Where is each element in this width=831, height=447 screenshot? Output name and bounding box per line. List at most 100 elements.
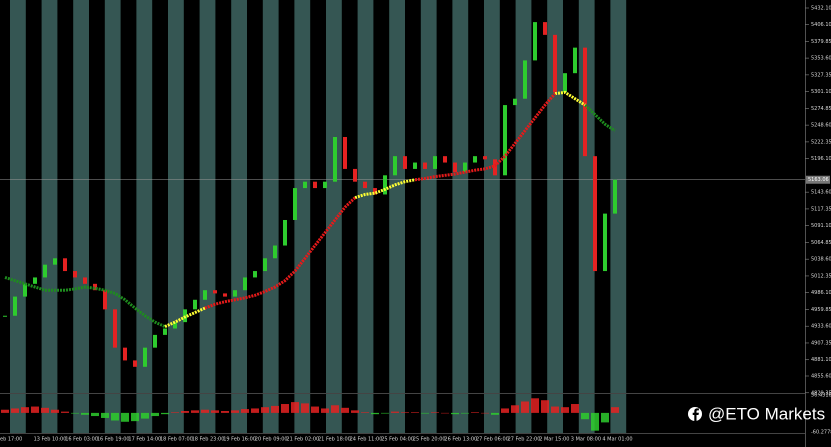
session-band [104, 0, 121, 393]
candle-body [343, 137, 347, 169]
candle-body [113, 309, 117, 348]
y-tick-label: 5301.10 [811, 89, 831, 95]
candle-body [13, 296, 17, 316]
y-tick-label: 5274.85 [811, 106, 831, 112]
session-band [357, 394, 374, 433]
moving-average [164, 306, 206, 328]
session-band [515, 0, 532, 393]
session-band [326, 0, 342, 393]
indicator-bar [601, 412, 609, 423]
y-tick-label: 5038.60 [811, 257, 831, 263]
indicator-bar [81, 412, 89, 415]
indicator-bar [331, 405, 339, 413]
y-tick-label: 4881.10 [811, 357, 831, 363]
candle-body [63, 258, 67, 272]
candle-body [613, 179, 617, 214]
x-tick-label: 18 Feb 07:00 [160, 437, 193, 443]
session-band [294, 394, 311, 433]
candle-body [43, 264, 47, 278]
moving-average [414, 92, 557, 182]
y-tick-label: 5353.60 [811, 56, 831, 62]
x-tick-label: 18 Feb 23:00 [192, 437, 225, 443]
indicator-bar [231, 410, 239, 413]
candle-body [353, 168, 357, 182]
indicator-bar [351, 410, 359, 413]
candle-body [533, 22, 537, 61]
indicator-bar [271, 405, 279, 413]
session-band [389, 394, 405, 433]
candle-body [133, 360, 137, 367]
indicator-bar [221, 410, 229, 413]
indicator-bar [551, 406, 559, 413]
candle-body [413, 162, 417, 169]
session-band [326, 394, 342, 433]
y-tick-label: 5248.60 [811, 123, 831, 129]
candle-body [433, 156, 437, 169]
session-band [231, 394, 247, 433]
indicator-bar [51, 409, 59, 413]
session-band [231, 0, 247, 393]
y-tick-label: 5196.10 [811, 156, 831, 162]
moving-average [583, 104, 616, 132]
candle-body [473, 156, 477, 163]
indicator-bar [251, 408, 259, 413]
indicator-bar [381, 412, 389, 414]
indicator-bar [1, 409, 9, 413]
candle-body [453, 162, 457, 173]
x-tick-label: 16 Feb 03:00 [65, 437, 98, 443]
candle-body [193, 299, 197, 310]
session-band [199, 0, 216, 393]
session-band [199, 394, 216, 433]
candle-body [73, 271, 77, 278]
indicator-bar [11, 408, 19, 413]
session-band [73, 0, 89, 393]
indicator-bar [451, 412, 459, 415]
candle-body [363, 181, 367, 189]
indicator-bar [31, 406, 39, 413]
candle-body [303, 181, 307, 189]
moving-average [4, 276, 166, 328]
y-tick-label: 5406.10 [811, 22, 831, 28]
session-band [578, 0, 595, 393]
y-tick-label: 5432.10 [811, 6, 831, 12]
indicator-bar [191, 410, 199, 413]
candle-body [323, 181, 327, 189]
y-tick-label: 4829.35 [811, 390, 831, 396]
candle-body [493, 159, 497, 176]
candle-body [213, 290, 217, 294]
y-tick-label: 5327.35 [811, 72, 831, 78]
candle-body [23, 283, 27, 297]
indicator-bar [581, 412, 589, 420]
candle-body [163, 328, 167, 335]
candle-body [403, 156, 407, 169]
candle-body [463, 162, 467, 173]
indicator-bar [91, 412, 99, 417]
indicator-bar [531, 398, 539, 413]
facebook-glyph [692, 408, 699, 421]
session-band [168, 0, 184, 393]
y-tick-label: 4986.10 [811, 290, 831, 296]
moving-average [204, 196, 357, 310]
indicator-bar [311, 406, 319, 413]
indicator-bar [511, 405, 519, 413]
indicator-bar [461, 412, 469, 414]
y-tick-label: 5379.85 [811, 39, 831, 45]
indicator-bar [391, 411, 399, 413]
session-band [262, 394, 279, 433]
candle-body [103, 290, 107, 310]
session-band [10, 394, 26, 433]
indicator-bar [141, 412, 149, 419]
candle-body [153, 334, 157, 348]
candle-body [83, 277, 87, 284]
candle-body [383, 175, 387, 195]
indicator-tick-label: 56.4316 [811, 393, 831, 399]
indicator-bar [181, 410, 189, 413]
indicator-bar [371, 412, 379, 415]
candle-body [593, 156, 597, 272]
x-tick-label: 27 Feb 22:00 [508, 437, 541, 443]
candle-body [333, 137, 337, 182]
candle-body [443, 156, 447, 163]
candle-body [243, 277, 247, 291]
